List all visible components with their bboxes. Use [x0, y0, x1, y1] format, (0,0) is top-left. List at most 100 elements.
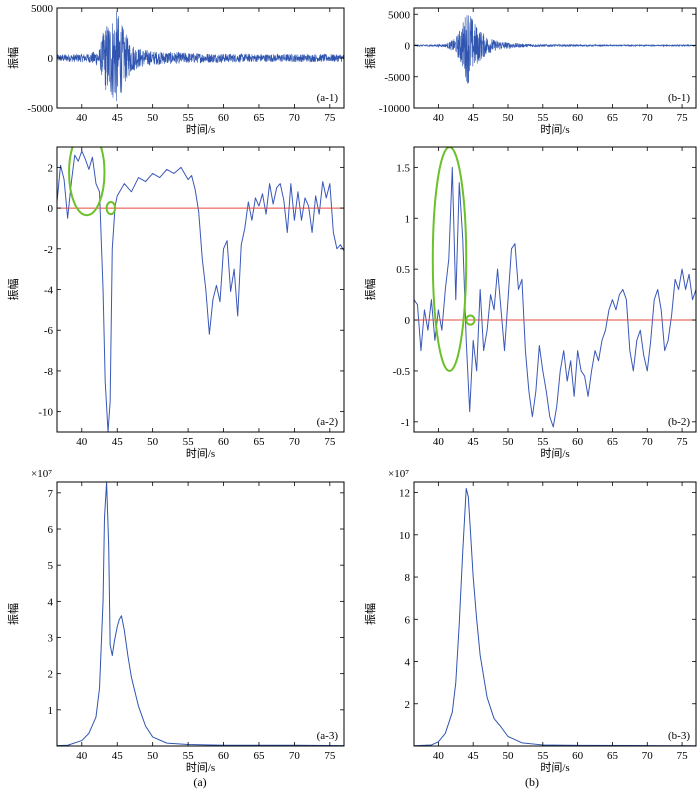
y-tick-label: 3: [48, 633, 54, 645]
x-tick-label: 55: [537, 112, 549, 124]
y-tick-label: 2: [48, 669, 54, 681]
chart-panel-a1: 40 45 50 55 60 65 70 75 5000 0 -5000 时间/s 振幅 (a-1): [6, 3, 345, 136]
y-tick-label: -1: [401, 417, 410, 429]
x-tick-label: 65: [253, 750, 265, 762]
x-tick-label: 75: [324, 112, 336, 124]
caption-b: (b): [525, 775, 539, 789]
y-tick-label: 2: [405, 699, 411, 711]
plot-area: [414, 147, 696, 428]
y-tick-label: -10000: [379, 103, 411, 115]
x-tick-label: 65: [607, 436, 619, 448]
x-tick-label: 60: [572, 750, 584, 762]
plot-area: [414, 487, 696, 746]
x-tick-label: 55: [183, 436, 195, 448]
y-tick-label: 5000: [31, 3, 54, 15]
y-tick-label: -8: [44, 366, 54, 378]
x-axis-label: 时间/s: [540, 761, 569, 774]
panel-label: (b-3): [668, 730, 690, 742]
y-tick-label: 2: [48, 162, 54, 174]
x-tick-label: 50: [147, 112, 159, 124]
y-tick-label: 4: [48, 596, 54, 608]
y-tick-label: 4: [405, 657, 411, 669]
x-tick-label: 45: [468, 112, 480, 124]
y-tick-label: 0: [48, 203, 54, 215]
x-tick-label: 55: [537, 436, 549, 448]
y-tick-label: -2: [44, 244, 53, 256]
axes-frame: [413, 146, 697, 433]
y-axis-label: 振幅: [6, 47, 20, 69]
x-tick-label: 65: [253, 436, 265, 448]
y-axis-label: 振幅: [363, 279, 377, 301]
x-tick-label: 55: [183, 112, 195, 124]
x-tick-label: 50: [503, 750, 515, 762]
seismogram-trace: [57, 11, 344, 102]
annotation-ellipse: [68, 147, 106, 217]
x-tick-label: 40: [433, 112, 445, 124]
chart-panel-a2: 40 45 50 55 60 65 70 75 2 0 -2 -4 -6 -8 -10 时间/s 振幅 (a-2): [6, 146, 345, 460]
series-line: [57, 150, 344, 432]
y-tick-label: 10: [399, 530, 411, 542]
caption-a: (a): [193, 775, 206, 789]
scale-factor-label: ×10⁷: [388, 468, 409, 480]
x-axis-label: 时间/s: [540, 123, 569, 136]
y-tick-label: 0: [405, 315, 411, 327]
x-tick-label: 75: [677, 112, 689, 124]
chart-panel-b1: 40 45 50 55 60 65 70 75 5000 0 -5000 -10000 时间/s 振幅 (b…: [363, 7, 697, 136]
axes-frame: [56, 481, 345, 747]
axes-frame: [413, 7, 697, 109]
plot-area: [57, 147, 344, 432]
y-axis-label: 振幅: [6, 603, 20, 625]
axes-frame: [413, 481, 697, 747]
panel-label: (b-1): [668, 92, 690, 104]
plot-area: [57, 11, 344, 102]
x-tick-label: 65: [253, 112, 265, 124]
x-tick-label: 60: [218, 750, 230, 762]
x-tick-label: 60: [572, 112, 584, 124]
x-tick-label: 65: [607, 750, 619, 762]
x-tick-label: 45: [112, 436, 124, 448]
annotation-circle: [465, 314, 476, 326]
y-axis-label: 振幅: [363, 603, 377, 625]
x-tick-label: 75: [677, 436, 689, 448]
y-tick-label: 5000: [388, 9, 411, 21]
y-tick-label: 0.5: [396, 264, 410, 276]
plot-area: [414, 15, 696, 84]
y-tick-label: 12: [399, 488, 410, 500]
y-tick-label: 1: [48, 705, 54, 717]
y-tick-label: 6: [48, 524, 54, 536]
x-tick-label: 75: [677, 750, 689, 762]
panel-label: (a-3): [317, 730, 339, 742]
seismogram-trace: [414, 15, 696, 84]
x-tick-label: 50: [503, 436, 515, 448]
x-tick-label: 75: [324, 750, 336, 762]
plot-area: [57, 482, 344, 746]
y-tick-label: 1: [405, 213, 411, 225]
x-tick-label: 50: [503, 112, 515, 124]
y-tick-label: -4: [44, 285, 54, 297]
series-line: [414, 487, 696, 746]
y-tick-label: 5: [48, 560, 54, 572]
x-tick-label: 70: [289, 436, 301, 448]
scale-factor-label: ×10⁷: [31, 468, 52, 480]
x-tick-label: 70: [642, 436, 654, 448]
panel-label: (a-1): [317, 92, 339, 104]
x-tick-label: 40: [76, 436, 88, 448]
x-tick-label: 50: [147, 436, 159, 448]
y-tick-label: 7: [48, 488, 54, 500]
y-tick-label: -5000: [384, 72, 410, 84]
panel-label: (b-2): [668, 416, 690, 428]
x-tick-label: 70: [642, 750, 654, 762]
y-axis-label: 振幅: [363, 47, 377, 69]
y-tick-label: -0.5: [393, 366, 411, 378]
chart-panel-b2: 40 45 50 55 60 65 70 75 1.5 1 0.5 0 -0.5 -1 时间/s 振幅 (b-2…: [363, 146, 697, 460]
y-tick-label: -5000: [27, 103, 53, 115]
x-tick-label: 70: [642, 112, 654, 124]
y-tick-label: -10: [38, 407, 53, 419]
x-tick-label: 40: [76, 112, 88, 124]
annotation-circle: [105, 200, 117, 216]
x-tick-label: 65: [607, 112, 619, 124]
y-tick-label: 0: [48, 53, 54, 65]
x-tick-label: 70: [289, 112, 301, 124]
